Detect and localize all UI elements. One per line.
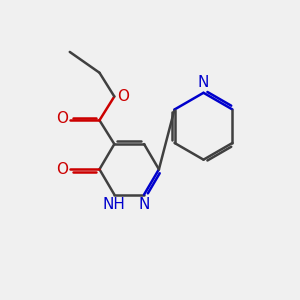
Text: N: N	[138, 197, 150, 212]
Text: NH: NH	[103, 197, 126, 212]
Text: N: N	[198, 75, 209, 90]
Text: O: O	[56, 111, 68, 126]
Text: O: O	[56, 162, 68, 177]
Text: O: O	[117, 89, 129, 104]
